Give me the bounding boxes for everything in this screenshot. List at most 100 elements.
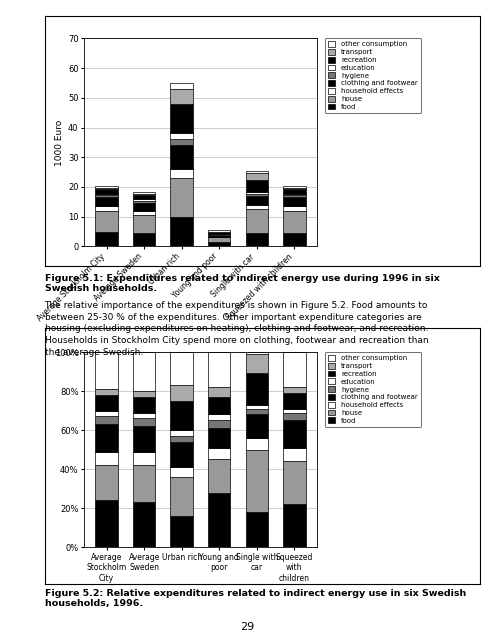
Bar bbox=[246, 209, 268, 233]
Bar bbox=[170, 83, 193, 89]
Bar bbox=[246, 354, 268, 374]
Bar bbox=[170, 104, 193, 134]
Bar bbox=[133, 419, 155, 426]
Bar bbox=[246, 233, 268, 246]
Legend: other consumption, transport, recreation, education, hygiene, clothing and footw: other consumption, transport, recreation… bbox=[325, 38, 421, 113]
Bar bbox=[208, 352, 231, 387]
Bar bbox=[133, 211, 155, 215]
Bar bbox=[283, 195, 305, 197]
Bar bbox=[283, 420, 305, 447]
Legend: other consumption, transport, recreation, education, hygiene, clothing and footw: other consumption, transport, recreation… bbox=[325, 351, 421, 428]
Bar bbox=[283, 211, 305, 233]
Bar bbox=[133, 200, 155, 201]
Bar bbox=[170, 430, 193, 436]
Bar bbox=[170, 145, 193, 169]
Bar bbox=[96, 188, 118, 189]
Text: Figure 5.2: Relative expenditures related to indirect energy use in six Swedish
: Figure 5.2: Relative expenditures relate… bbox=[45, 589, 466, 608]
Bar bbox=[208, 235, 231, 237]
Bar bbox=[133, 215, 155, 233]
Bar bbox=[208, 415, 231, 420]
Bar bbox=[283, 461, 305, 504]
Bar bbox=[170, 134, 193, 140]
Bar bbox=[96, 395, 118, 411]
Bar bbox=[170, 178, 193, 217]
Bar bbox=[208, 387, 231, 397]
Bar bbox=[283, 408, 305, 413]
Bar bbox=[96, 206, 118, 211]
Bar bbox=[208, 397, 231, 415]
Bar bbox=[283, 413, 305, 420]
Bar bbox=[170, 385, 193, 401]
Bar bbox=[283, 393, 305, 408]
Bar bbox=[246, 173, 268, 180]
Bar bbox=[133, 201, 155, 204]
Bar bbox=[283, 188, 305, 189]
Bar bbox=[208, 460, 231, 493]
Bar bbox=[246, 205, 268, 209]
Bar bbox=[133, 233, 155, 246]
Bar bbox=[283, 197, 305, 206]
Bar bbox=[96, 195, 118, 197]
Bar bbox=[208, 493, 231, 547]
Text: Figure 5.1: Expenditures related to indirect energy use during 1996 in six
Swedi: Figure 5.1: Expenditures related to indi… bbox=[45, 274, 440, 293]
Bar bbox=[133, 452, 155, 465]
Bar bbox=[246, 408, 268, 415]
Bar bbox=[246, 172, 268, 173]
Bar bbox=[133, 465, 155, 502]
Bar bbox=[96, 189, 118, 193]
Bar bbox=[96, 452, 118, 465]
Bar bbox=[170, 140, 193, 145]
Bar bbox=[208, 420, 231, 428]
Bar bbox=[283, 189, 305, 193]
Bar bbox=[283, 504, 305, 547]
Bar bbox=[283, 206, 305, 211]
Bar bbox=[246, 404, 268, 408]
Bar bbox=[208, 428, 231, 447]
Bar bbox=[96, 465, 118, 500]
Bar bbox=[170, 217, 193, 246]
Bar bbox=[96, 417, 118, 424]
Bar bbox=[170, 352, 193, 385]
Bar bbox=[246, 196, 268, 205]
Bar bbox=[96, 186, 118, 188]
Bar bbox=[170, 401, 193, 430]
Bar bbox=[208, 447, 231, 460]
Bar bbox=[133, 502, 155, 547]
Text: 29: 29 bbox=[241, 622, 254, 632]
Bar bbox=[96, 424, 118, 452]
Bar bbox=[246, 193, 268, 196]
Bar bbox=[133, 192, 155, 193]
Bar bbox=[170, 169, 193, 178]
Bar bbox=[246, 512, 268, 547]
Bar bbox=[133, 391, 155, 397]
Bar bbox=[246, 449, 268, 512]
Bar bbox=[170, 442, 193, 467]
Bar bbox=[170, 477, 193, 516]
Bar bbox=[96, 389, 118, 395]
Bar bbox=[283, 186, 305, 188]
Bar bbox=[246, 438, 268, 449]
Y-axis label: 1000 Euro: 1000 Euro bbox=[55, 119, 64, 166]
Bar bbox=[208, 230, 231, 232]
Bar bbox=[283, 233, 305, 246]
Bar bbox=[170, 89, 193, 104]
Bar bbox=[170, 436, 193, 442]
Bar bbox=[96, 211, 118, 232]
Bar bbox=[96, 232, 118, 246]
Bar bbox=[246, 374, 268, 404]
Bar bbox=[96, 197, 118, 206]
Bar bbox=[96, 500, 118, 547]
Bar bbox=[283, 387, 305, 393]
Bar bbox=[96, 352, 118, 389]
Bar bbox=[133, 413, 155, 419]
Bar bbox=[133, 397, 155, 413]
Bar bbox=[208, 237, 231, 242]
Bar bbox=[246, 192, 268, 193]
Bar bbox=[133, 195, 155, 200]
Bar bbox=[283, 352, 305, 387]
Bar bbox=[246, 415, 268, 438]
Bar bbox=[246, 180, 268, 192]
Bar bbox=[283, 447, 305, 461]
Bar bbox=[96, 411, 118, 417]
Bar bbox=[133, 193, 155, 195]
